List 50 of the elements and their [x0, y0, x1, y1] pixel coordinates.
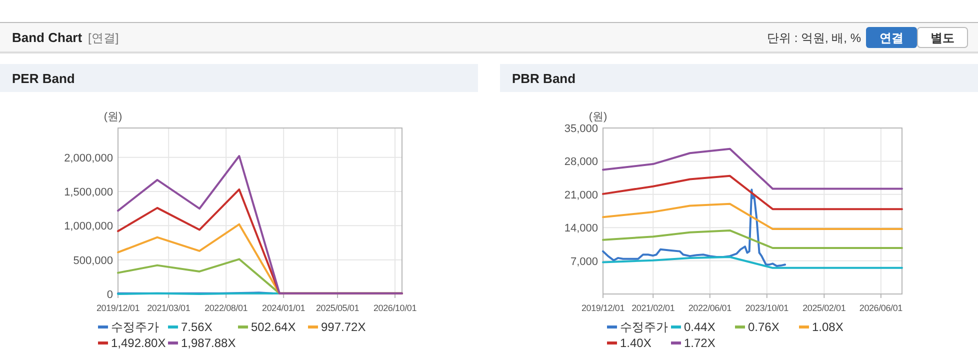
- y-axis-title: (원): [104, 111, 122, 123]
- legend-label: 1.72X: [684, 336, 716, 350]
- x-tick-label: 2019/12/01: [96, 303, 140, 313]
- x-tick-label: 2025/02/01: [802, 303, 846, 313]
- line-series: [602, 188, 786, 268]
- legend-label: 수정주가: [620, 320, 668, 334]
- x-tick-label: 2021/02/01: [632, 303, 675, 313]
- legend-label: 0.76X: [748, 320, 780, 334]
- x-tick-label: 2022/06/01: [688, 303, 732, 313]
- y-tick-label: 21,000: [564, 189, 598, 202]
- legend-label: 0.44X: [684, 320, 716, 334]
- y-axis-title: (원): [588, 111, 608, 123]
- text: 별도: [930, 31, 954, 45]
- x-tick-label: 2022/08/01: [204, 303, 248, 313]
- legend-label: 1.40X: [620, 336, 652, 350]
- text: Band Chart: [12, 30, 83, 45]
- line-series: [602, 174, 903, 210]
- y-tick-label: 500,000: [73, 254, 113, 267]
- y-tick-label: 35,000: [564, 123, 598, 135]
- legend-label: 1,492.80X: [111, 336, 166, 350]
- x-tick-label: 2026/06/01: [859, 303, 903, 313]
- line-series: [117, 155, 403, 294]
- y-tick-label: 1,500,000: [64, 186, 113, 199]
- x-tick-label: 2024/01/01: [262, 303, 306, 313]
- legend-label: 7.56X: [181, 320, 212, 334]
- y-tick-label: 0: [106, 289, 113, 301]
- chart-title: PER Band: [12, 71, 75, 86]
- y-tick-label: 1,000,000: [64, 220, 113, 233]
- line-series: [602, 256, 903, 269]
- text: 연결: [880, 31, 904, 45]
- x-tick-label: 2025/05/01: [316, 303, 360, 313]
- legend-label: 1,987.88X: [181, 336, 236, 350]
- legend-label: 1.08X: [812, 320, 844, 334]
- y-tick-label: 7,000: [570, 256, 598, 268]
- legend-label: 997.72X: [321, 320, 366, 334]
- y-tick-label: 2,000,000: [64, 152, 113, 164]
- x-tick-label: 2019/12/01: [581, 303, 625, 313]
- x-tick-label: 2026/10/01: [373, 303, 417, 313]
- text: [연결]: [88, 31, 119, 45]
- chart-title: PBR Band: [512, 71, 576, 86]
- x-tick-label: 2021/03/01: [147, 303, 190, 313]
- line-series: [602, 229, 903, 249]
- legend-label: 502.64X: [251, 320, 296, 334]
- text: 단위 : 억원, 배, %: [766, 31, 862, 45]
- line-series: [602, 148, 903, 190]
- x-tick-label: 2023/10/01: [745, 303, 789, 313]
- line-series: [602, 202, 903, 230]
- y-tick-label: 28,000: [564, 156, 598, 168]
- y-tick-label: 14,000: [564, 222, 598, 235]
- legend-label: 수정주가: [111, 320, 159, 334]
